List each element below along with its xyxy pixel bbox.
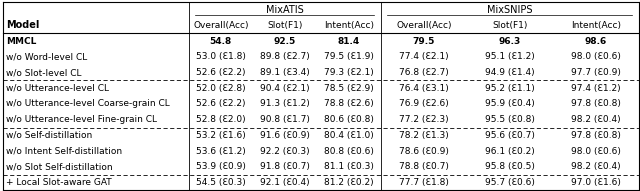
Text: 97.8 (ℇ0.8): 97.8 (ℇ0.8): [571, 131, 621, 140]
Text: 78.2 (ℇ1.3): 78.2 (ℇ1.3): [399, 131, 449, 140]
Text: 89.1 (ℇ3.4): 89.1 (ℇ3.4): [260, 68, 310, 77]
Text: 80.4 (ℇ1.0): 80.4 (ℇ1.0): [324, 131, 374, 140]
Text: w/o Utterance-level Fine-grain CL: w/o Utterance-level Fine-grain CL: [6, 115, 157, 124]
Text: 52.8 (ℇ2.0): 52.8 (ℇ2.0): [196, 115, 246, 124]
Text: 53.0 (ℇ1.8): 53.0 (ℇ1.8): [196, 52, 246, 61]
Text: 52.6 (ℇ2.2): 52.6 (ℇ2.2): [196, 100, 246, 108]
Text: 78.8 (ℇ2.6): 78.8 (ℇ2.6): [324, 100, 374, 108]
Text: 54.5 (ℇ0.3): 54.5 (ℇ0.3): [196, 178, 246, 187]
Text: 91.6 (ℇ0.9): 91.6 (ℇ0.9): [260, 131, 310, 140]
Text: MMCL: MMCL: [6, 37, 36, 46]
Text: 97.7 (ℇ0.9): 97.7 (ℇ0.9): [571, 68, 621, 77]
Text: 90.4 (ℇ2.1): 90.4 (ℇ2.1): [260, 84, 310, 93]
Text: Intent(Acc): Intent(Acc): [324, 21, 374, 30]
Text: 98.6: 98.6: [584, 37, 607, 46]
Text: MixSNIPS: MixSNIPS: [487, 5, 532, 15]
Text: 95.8 (ℇ0.5): 95.8 (ℇ0.5): [485, 162, 534, 171]
Text: w/o Utterance-level CL: w/o Utterance-level CL: [6, 84, 109, 93]
Text: 97.8 (ℇ0.8): 97.8 (ℇ0.8): [571, 100, 621, 108]
Text: 54.8: 54.8: [210, 37, 232, 46]
Text: w/o Slot Self-distillation: w/o Slot Self-distillation: [6, 162, 113, 171]
Text: 89.8 (ℇ2.7): 89.8 (ℇ2.7): [260, 52, 310, 61]
Text: 81.4: 81.4: [338, 37, 360, 46]
Text: MixATIS: MixATIS: [266, 5, 303, 15]
Text: 96.1 (ℇ0.2): 96.1 (ℇ0.2): [485, 146, 534, 155]
Text: 81.1 (ℇ0.3): 81.1 (ℇ0.3): [324, 162, 374, 171]
Text: 98.0 (ℇ0.6): 98.0 (ℇ0.6): [571, 146, 621, 155]
Text: 92.2 (ℇ0.3): 92.2 (ℇ0.3): [260, 146, 310, 155]
Text: 76.4 (ℇ3.1): 76.4 (ℇ3.1): [399, 84, 449, 93]
Text: Model: Model: [6, 20, 40, 30]
Text: 78.5 (ℇ2.9): 78.5 (ℇ2.9): [324, 84, 374, 93]
Text: 53.9 (ℇ0.9): 53.9 (ℇ0.9): [196, 162, 246, 171]
Text: 98.2 (ℇ0.4): 98.2 (ℇ0.4): [571, 115, 621, 124]
Text: 53.2 (ℇ1.6): 53.2 (ℇ1.6): [196, 131, 246, 140]
Text: 53.6 (ℇ1.2): 53.6 (ℇ1.2): [196, 146, 246, 155]
Text: w/o Self-distillation: w/o Self-distillation: [6, 131, 93, 140]
Text: 91.3 (ℇ1.2): 91.3 (ℇ1.2): [260, 100, 310, 108]
Text: w/o Word-level CL: w/o Word-level CL: [6, 52, 88, 61]
Text: 95.7 (ℇ0.6): 95.7 (ℇ0.6): [485, 178, 534, 187]
Text: w/o Utterance-level Coarse-grain CL: w/o Utterance-level Coarse-grain CL: [6, 100, 170, 108]
Text: 78.8 (ℇ0.7): 78.8 (ℇ0.7): [399, 162, 449, 171]
Text: 95.6 (ℇ0.7): 95.6 (ℇ0.7): [485, 131, 534, 140]
Text: 96.3: 96.3: [499, 37, 521, 46]
Text: 79.5 (ℇ1.9): 79.5 (ℇ1.9): [324, 52, 374, 61]
Text: 78.6 (ℇ0.9): 78.6 (ℇ0.9): [399, 146, 449, 155]
Text: Overall(Acc): Overall(Acc): [193, 21, 248, 30]
Text: 91.8 (ℇ0.7): 91.8 (ℇ0.7): [260, 162, 310, 171]
Text: 92.1 (ℇ0.4): 92.1 (ℇ0.4): [260, 178, 310, 187]
Text: 79.3 (ℇ2.1): 79.3 (ℇ2.1): [324, 68, 374, 77]
Text: 76.9 (ℇ2.6): 76.9 (ℇ2.6): [399, 100, 449, 108]
Text: 98.0 (ℇ0.6): 98.0 (ℇ0.6): [571, 52, 621, 61]
Text: 94.9 (ℇ1.4): 94.9 (ℇ1.4): [485, 68, 534, 77]
Text: 77.4 (ℇ2.1): 77.4 (ℇ2.1): [399, 52, 449, 61]
Text: 95.5 (ℇ0.8): 95.5 (ℇ0.8): [485, 115, 534, 124]
Text: 76.8 (ℇ2.7): 76.8 (ℇ2.7): [399, 68, 449, 77]
Text: 81.2 (ℇ0.2): 81.2 (ℇ0.2): [324, 178, 374, 187]
Text: 90.8 (ℇ1.7): 90.8 (ℇ1.7): [260, 115, 310, 124]
Text: + Local Slot-aware GAT: + Local Slot-aware GAT: [6, 178, 112, 187]
Text: 80.6 (ℇ0.8): 80.6 (ℇ0.8): [324, 115, 374, 124]
Text: 77.2 (ℇ2.3): 77.2 (ℇ2.3): [399, 115, 449, 124]
Text: 52.6 (ℇ2.2): 52.6 (ℇ2.2): [196, 68, 246, 77]
Text: w/o Intent Self-distillation: w/o Intent Self-distillation: [6, 146, 122, 155]
Text: Overall(Acc): Overall(Acc): [396, 21, 452, 30]
Text: 92.5: 92.5: [274, 37, 296, 46]
Text: 95.2 (ℇ1.1): 95.2 (ℇ1.1): [485, 84, 534, 93]
Text: Slot(F1): Slot(F1): [492, 21, 527, 30]
Text: 95.9 (ℇ0.4): 95.9 (ℇ0.4): [485, 100, 534, 108]
Text: w/o Slot-level CL: w/o Slot-level CL: [6, 68, 82, 77]
Text: 95.1 (ℇ1.2): 95.1 (ℇ1.2): [485, 52, 534, 61]
Text: 98.2 (ℇ0.4): 98.2 (ℇ0.4): [571, 162, 621, 171]
Text: Slot(F1): Slot(F1): [267, 21, 303, 30]
Text: 97.4 (ℇ1.2): 97.4 (ℇ1.2): [571, 84, 621, 93]
Text: 52.0 (ℇ2.8): 52.0 (ℇ2.8): [196, 84, 246, 93]
Text: Intent(Acc): Intent(Acc): [571, 21, 621, 30]
Text: 80.8 (ℇ0.6): 80.8 (ℇ0.6): [324, 146, 374, 155]
Text: 77.7 (ℇ1.8): 77.7 (ℇ1.8): [399, 178, 449, 187]
Text: 97.0 (ℇ1.6): 97.0 (ℇ1.6): [571, 178, 621, 187]
Text: 79.5: 79.5: [413, 37, 435, 46]
